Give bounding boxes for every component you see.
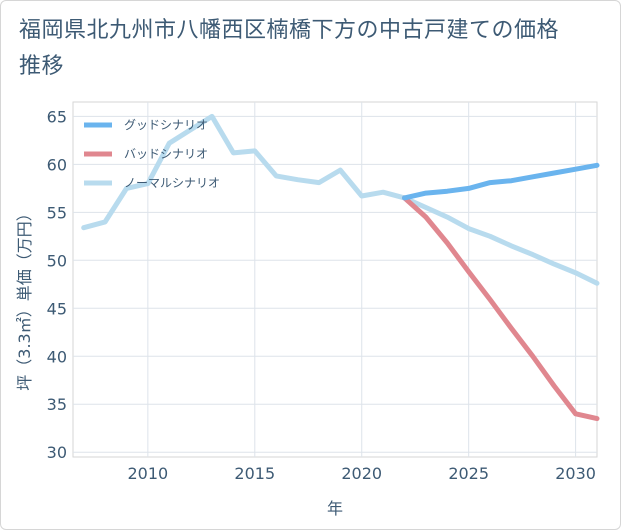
x-tick-label: 2015 xyxy=(234,464,275,483)
y-axis-title: 坪（3.3㎡）単価（万円） xyxy=(15,205,34,390)
axis-ticks: 2010 2015 2020 2025 2030 30 35 40 45 50 55 60 65 xyxy=(47,107,596,483)
series-line-3 xyxy=(81,113,600,286)
x-tick-label: 2020 xyxy=(341,464,382,483)
chart-title: 福岡県北九州市八幡西区楠橋下方の中古戸建ての価格推移 xyxy=(19,18,560,79)
x-tick-label: 2025 xyxy=(448,464,489,483)
y-tick-label: 60 xyxy=(47,155,67,174)
x-axis-title: 年 xyxy=(327,499,343,518)
legend-label: バッドシナリオ xyxy=(124,147,208,161)
y-tick-label: 30 xyxy=(47,443,67,462)
y-tick-label: 35 xyxy=(47,395,67,414)
y-tick-label: 65 xyxy=(47,107,67,126)
x-tick-label: 2030 xyxy=(555,464,596,483)
series-line-1 xyxy=(402,162,600,201)
y-tick-label: 40 xyxy=(47,347,67,366)
y-tick-label: 50 xyxy=(47,251,67,270)
y-tick-label: 45 xyxy=(47,299,67,318)
legend-label: グッドシナリオ xyxy=(124,118,208,132)
x-tick-label: 2010 xyxy=(127,464,168,483)
legend-label: ノーマルシナリオ xyxy=(124,176,220,190)
y-tick-label: 55 xyxy=(47,203,67,222)
grid xyxy=(73,102,597,457)
series-lines xyxy=(81,113,600,422)
series-line-2 xyxy=(402,195,600,422)
